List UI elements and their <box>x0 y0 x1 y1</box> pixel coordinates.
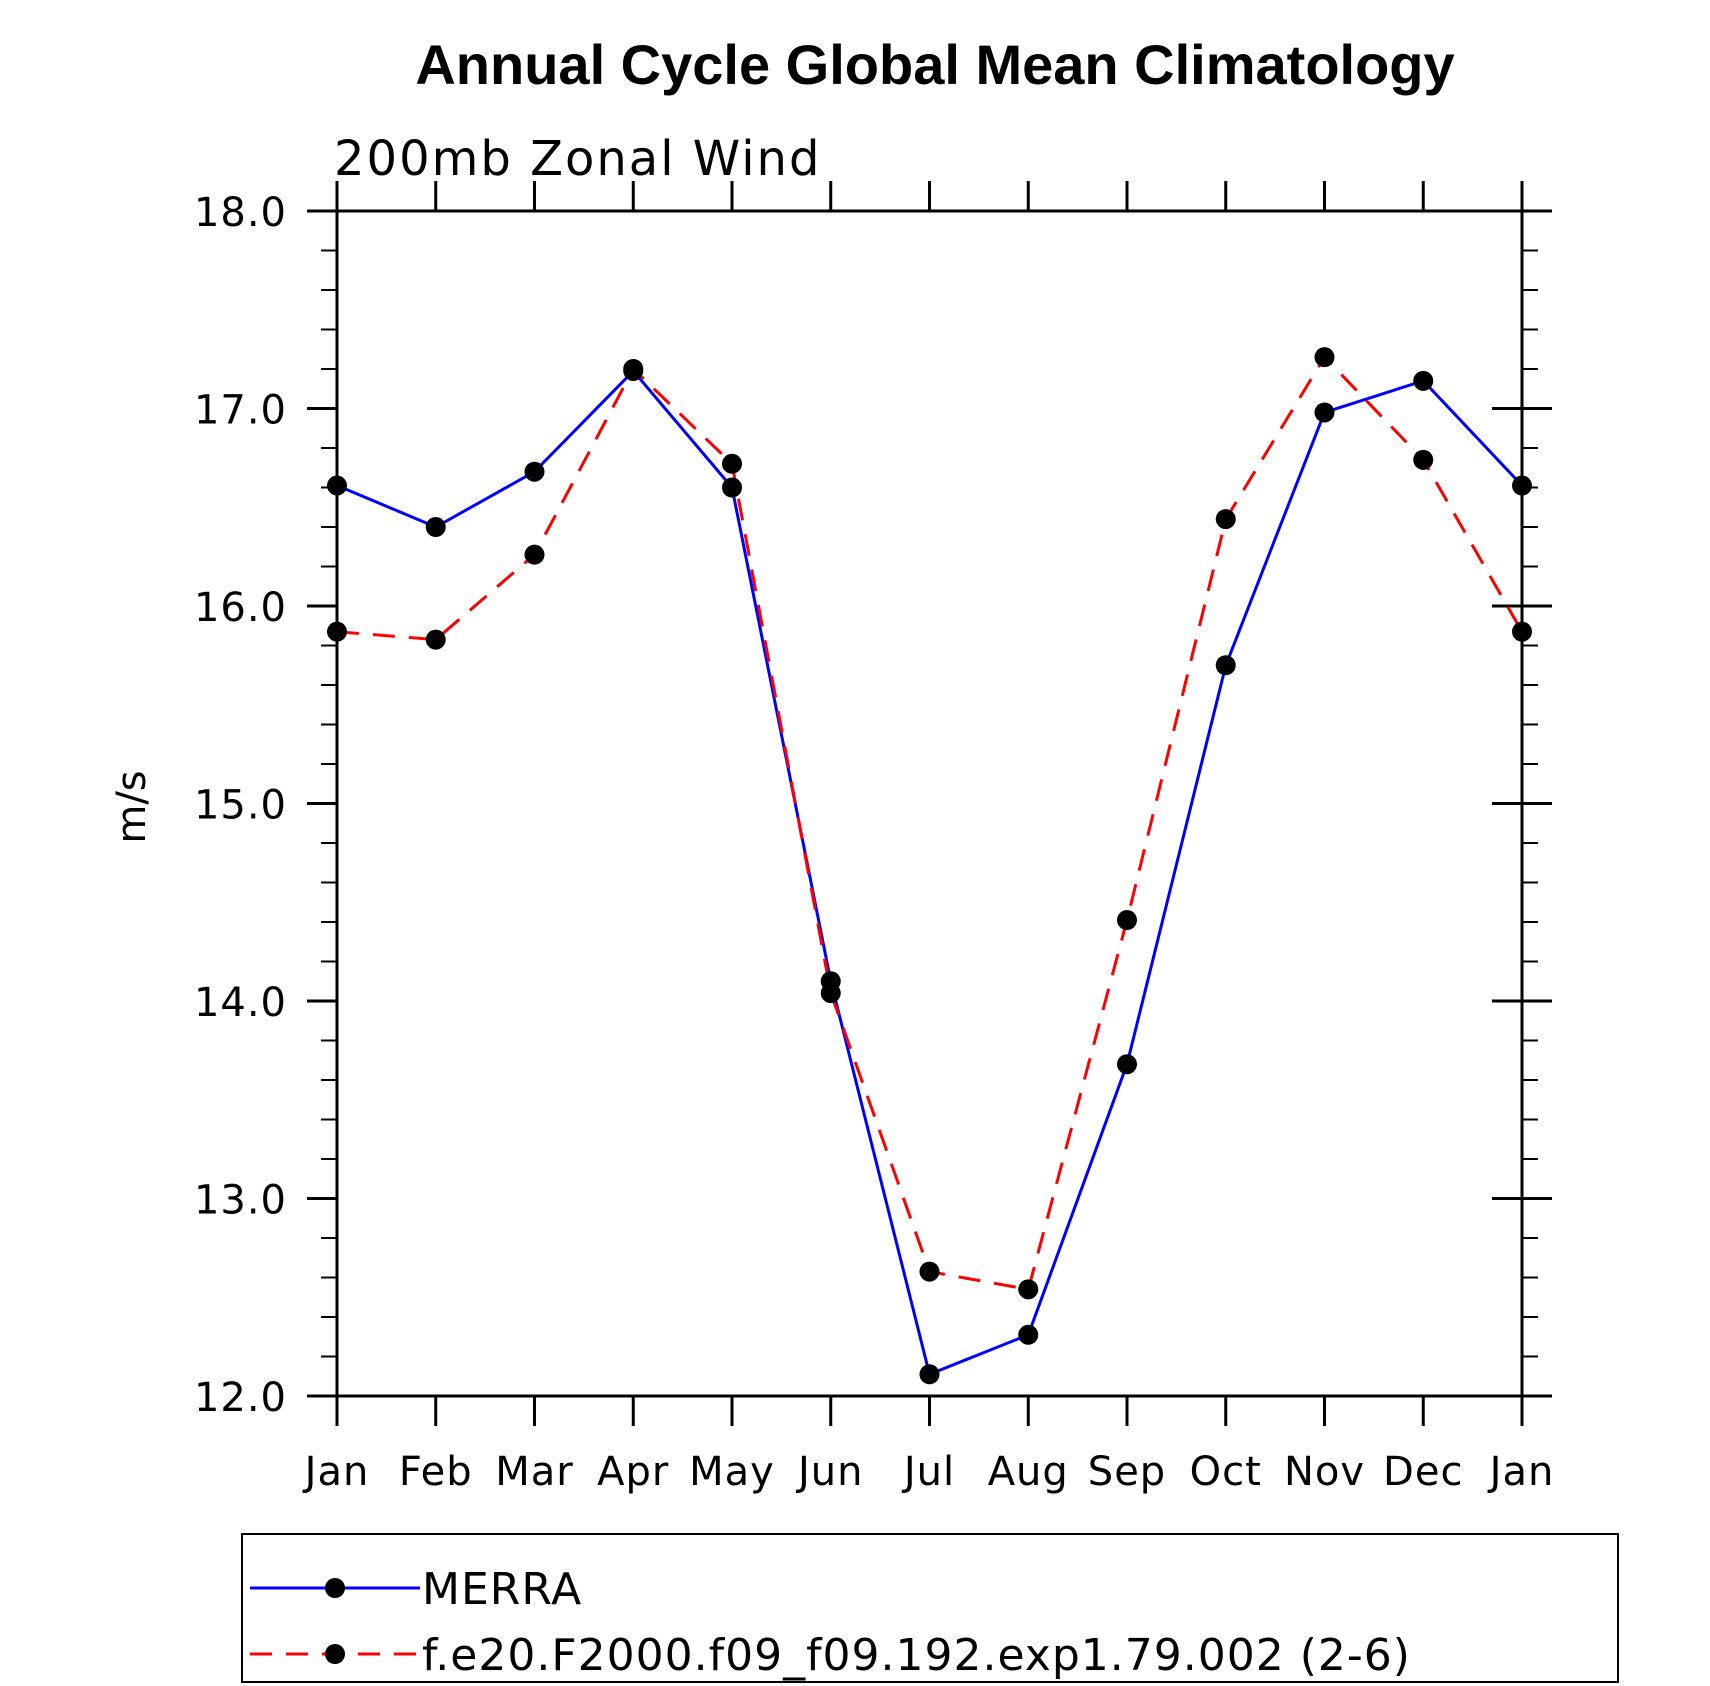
x-tick-label: Dec <box>1383 1449 1463 1495</box>
x-tick-label: Mar <box>495 1449 573 1495</box>
series-1-point <box>1413 370 1434 391</box>
chart-subtitle: 200mb Zonal Wind <box>334 131 821 187</box>
series-2-point <box>1512 621 1532 642</box>
y-tick-label: 17.0 <box>194 388 287 434</box>
series-2-point <box>1018 1279 1039 1300</box>
y-tick-label: 15.0 <box>194 783 287 829</box>
y-tick-label: 18.0 <box>194 190 287 236</box>
series-1-point <box>1512 475 1532 496</box>
series-2-point <box>919 1261 940 1282</box>
x-tick-label: Jun <box>795 1449 864 1495</box>
series-1-point <box>524 461 545 482</box>
axes-layer: Jan Feb Mar Apr May Jun Jul Aug Sep Oct Nov Dec Jan 1… <box>194 181 1555 1495</box>
series-2-point <box>722 453 742 474</box>
series-2-point <box>1314 347 1335 368</box>
y-tick-label: 12.0 <box>194 1375 287 1421</box>
series-2-point <box>623 359 644 379</box>
series-2-point <box>425 629 446 650</box>
x-tick-label: Feb <box>399 1449 473 1495</box>
series-layer <box>327 347 1532 1385</box>
x-tick-label: Apr <box>597 1449 669 1495</box>
series-1-point <box>327 475 347 496</box>
x-tick-label: Oct <box>1190 1449 1262 1495</box>
series-1-point <box>919 1364 940 1385</box>
legend-label-1: MERRA <box>422 1564 582 1615</box>
y-tick-label: 16.0 <box>194 585 287 631</box>
series-2-point <box>1215 509 1236 530</box>
plot-frame <box>335 209 1524 1398</box>
legend-label-2: f.e20.F2000.f09_f09.192.exp1.79.002 (2-6… <box>422 1630 1411 1681</box>
series-1-point <box>1117 1054 1137 1075</box>
x-tick-label: Aug <box>988 1449 1069 1495</box>
series-1-point <box>425 517 446 537</box>
series-1-point <box>1314 402 1335 423</box>
legend-marker-2 <box>325 1644 345 1664</box>
x-tick-label: May <box>689 1449 775 1495</box>
x-tick-label: Jan <box>1487 1449 1555 1495</box>
series-line-1 <box>336 368 1524 1377</box>
series-2-point <box>327 621 347 642</box>
series-2-point <box>1413 449 1434 470</box>
series-1-point <box>722 477 742 498</box>
series-2-point <box>524 544 545 565</box>
series-1-point <box>1215 655 1236 676</box>
legend-marker-1 <box>325 1578 345 1598</box>
y-axis-label: m/s <box>109 770 155 843</box>
x-tick-label: Jan <box>302 1449 370 1495</box>
legend-box <box>241 1533 1619 1683</box>
x-tick-label: Sep <box>1088 1449 1166 1495</box>
y-tick-label: 13.0 <box>194 1178 287 1224</box>
series-2-point <box>820 983 841 1004</box>
series-1-point <box>1018 1324 1039 1345</box>
x-tick-label: Jul <box>901 1449 955 1495</box>
y-tick-label: 14.0 <box>194 980 287 1026</box>
series-line-2 <box>336 354 1524 1292</box>
chart-title: Annual Cycle Global Mean Climatology <box>415 33 1454 96</box>
x-tick-label: Nov <box>1284 1449 1365 1495</box>
legend: MERRA f.e20.F2000.f09_f09.192.exp1.79.002… <box>250 1564 1411 1681</box>
series-2-point <box>1117 910 1137 931</box>
